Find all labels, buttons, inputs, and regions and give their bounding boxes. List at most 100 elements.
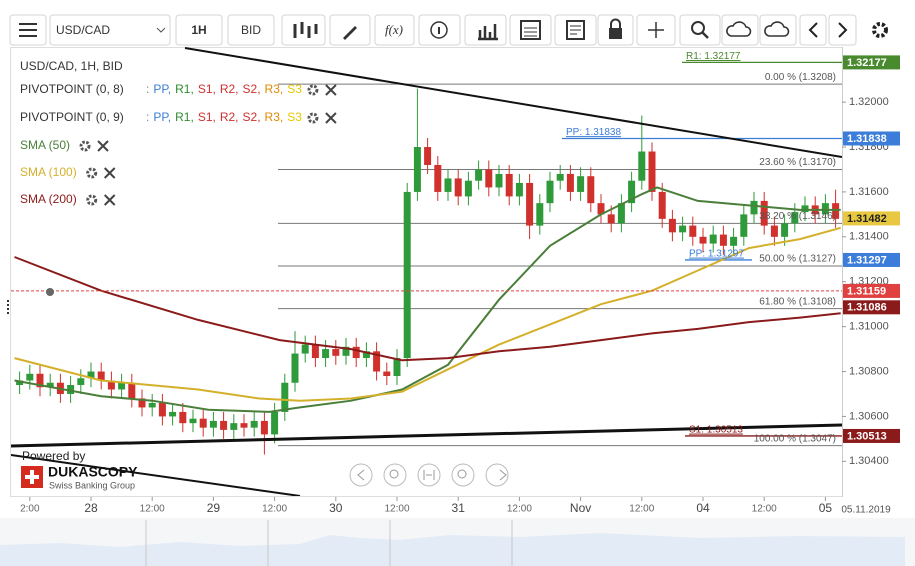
zoom-out-button[interactable] — [383, 463, 407, 487]
menu-icon — [19, 23, 37, 37]
price-label: 1.31297 — [847, 254, 887, 266]
report-icon — [566, 20, 585, 40]
remove-icon[interactable] — [97, 140, 109, 152]
zoom-icon — [691, 21, 705, 35]
candle-body — [46, 382, 54, 388]
legend-entry: SMA (50) — [20, 138, 70, 152]
candle-body — [373, 351, 381, 372]
legend-instrument: USD/CAD, 1H, BID — [20, 59, 123, 73]
settings-icon[interactable] — [86, 167, 98, 179]
navigator-area — [0, 533, 905, 566]
candle-body — [291, 353, 299, 383]
candle-body — [199, 418, 207, 428]
indicator-item: PP, — [153, 82, 171, 96]
remove-icon[interactable] — [103, 167, 116, 179]
next-icon — [838, 22, 848, 38]
x-tick-label: 12:00 — [384, 504, 409, 515]
candle-body — [311, 344, 319, 359]
x-tick-label: Nov — [570, 501, 591, 515]
remove-icon[interactable] — [325, 84, 337, 96]
next-button[interactable] — [828, 14, 857, 46]
candle-body — [16, 380, 24, 385]
download-button[interactable] — [759, 14, 797, 46]
candle-body — [138, 398, 146, 408]
candle-body — [301, 344, 309, 354]
x-tick-label: 2:00 — [20, 504, 40, 515]
candle-body — [536, 203, 544, 226]
candle-body — [148, 402, 156, 408]
draw-button[interactable] — [329, 14, 371, 46]
x-tick-label: 05 — [819, 501, 833, 515]
indicator-item: S3 — [287, 110, 302, 124]
trend-lines — [11, 47, 842, 496]
candle-body — [699, 236, 707, 244]
pivot-label: S1: 1.30513 — [689, 425, 743, 436]
candle-body — [719, 234, 727, 246]
info-icon — [430, 21, 448, 39]
settings-icon[interactable] — [86, 194, 98, 206]
x-tick-label: 12:00 — [629, 504, 654, 515]
indicator-item: S1, — [198, 110, 216, 124]
upload-button[interactable] — [721, 14, 759, 46]
indicator-item: R3, — [265, 110, 284, 124]
settings-icon[interactable] — [307, 84, 319, 96]
candle-body — [67, 384, 75, 394]
x-tick-label: 12:00 — [140, 504, 165, 515]
candle-body — [118, 382, 126, 390]
pivot-label: R1: 1.32177 — [686, 51, 741, 62]
side-button[interactable] — [227, 14, 275, 46]
remove-icon[interactable] — [325, 112, 337, 124]
settings-icon[interactable] — [79, 140, 91, 152]
price-label-box — [843, 131, 900, 146]
sma-line — [14, 226, 841, 402]
sma-line — [14, 256, 841, 362]
settings-icon[interactable] — [307, 112, 319, 124]
scroll-right-button[interactable] — [485, 463, 509, 487]
prev-button[interactable] — [799, 14, 827, 46]
pivot-label: PP: 1.31297 — [689, 249, 744, 260]
y-tick-label: 1.30600 — [849, 410, 889, 422]
candle-body — [750, 200, 758, 215]
trend-line — [184, 47, 842, 158]
scroll-left-button[interactable] — [349, 463, 373, 487]
arrow-glyphs — [357, 469, 507, 481]
navigator — [0, 518, 915, 566]
price-label: 1.31482 — [847, 213, 887, 225]
indicator-prefix: : — [146, 82, 149, 96]
candle-body — [189, 418, 197, 424]
y-tick-label: 1.31400 — [849, 231, 889, 243]
candle-body — [770, 225, 778, 237]
y-tick-label: 1.30400 — [849, 455, 889, 467]
fib-label: 50.00 % (1.3127) — [759, 254, 836, 265]
function-text: f(x) — [385, 22, 403, 37]
remove-icon[interactable] — [103, 194, 116, 206]
candles-icon — [293, 22, 318, 38]
candle-body — [628, 180, 636, 204]
calendar-button[interactable] — [509, 14, 552, 46]
fit-glyph — [423, 470, 435, 480]
function-button[interactable] — [374, 14, 415, 46]
cloud-up-icon — [726, 21, 752, 37]
candle-body — [87, 371, 95, 379]
candle-body — [342, 346, 350, 356]
zoom-in-button[interactable] — [451, 463, 475, 487]
symbol-select[interactable] — [49, 14, 171, 46]
candle-body — [668, 218, 676, 233]
dropdown-caret — [156, 27, 166, 33]
candle-body — [403, 191, 411, 359]
indicator-name: PIVOTPOINT (0, 8) — [20, 82, 124, 96]
candle-body — [658, 191, 666, 219]
candle-body — [556, 173, 564, 181]
zoom-in-glyph — [457, 469, 467, 479]
indicator-prefix: : — [146, 110, 149, 124]
pivot-label: PP: 1.31838 — [566, 127, 621, 138]
candle-body — [587, 176, 595, 204]
candle-body — [169, 411, 177, 417]
candle-body — [322, 349, 330, 359]
zoom-button[interactable] — [679, 14, 721, 46]
legend-entry: SMA (100) — [20, 165, 77, 179]
legend-entry: SMA (200) — [20, 192, 77, 206]
plot-area — [11, 61, 842, 455]
timeframe-button[interactable] — [175, 14, 223, 46]
settings-icon[interactable] — [872, 22, 888, 38]
